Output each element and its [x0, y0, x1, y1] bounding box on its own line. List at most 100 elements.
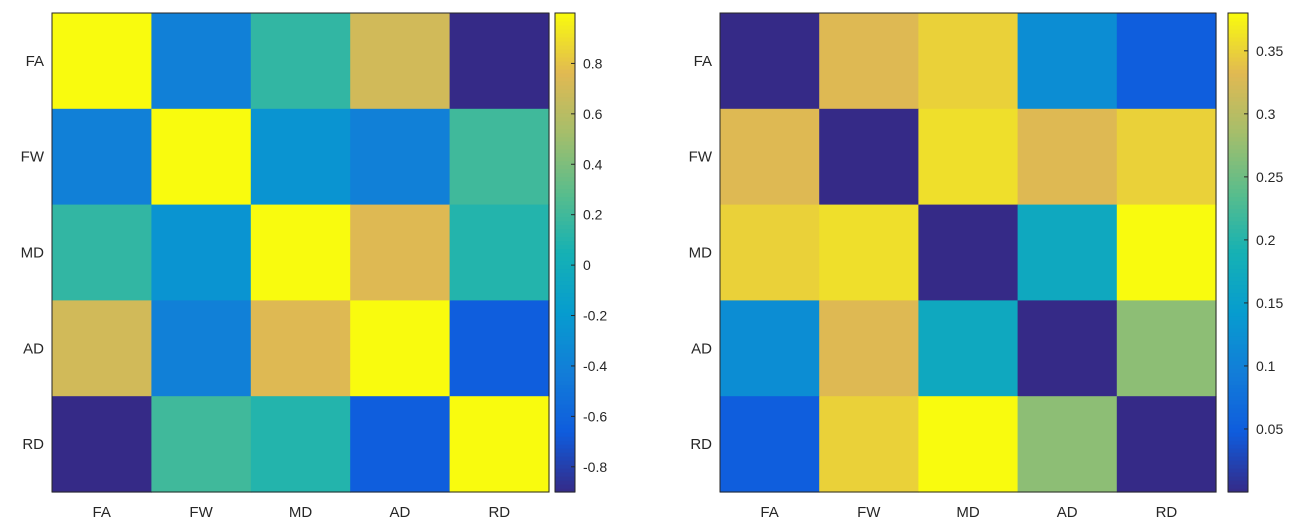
colorbar-segment — [555, 364, 575, 369]
heatmap-cell — [350, 396, 451, 493]
colorbar-tick-label: 0.8 — [583, 55, 603, 71]
colorbar-segment — [555, 256, 575, 262]
heatmap-cell — [151, 300, 252, 397]
colorbar-segment — [1228, 468, 1248, 473]
heatmap-cell — [1116, 204, 1217, 301]
colorbar-tick-label: -0.8 — [583, 459, 607, 475]
heatmap-cell — [720, 108, 820, 206]
colorbar-segment — [555, 260, 575, 266]
x-tick-label: RD — [488, 504, 510, 521]
colorbar-segment — [555, 92, 575, 98]
colorbar-segment — [555, 64, 575, 70]
heatmap-cell — [52, 396, 152, 493]
colorbar-segment — [1228, 276, 1248, 282]
colorbar-segment — [1228, 308, 1248, 313]
colorbar-segment — [555, 288, 575, 294]
heatmap-cell — [52, 108, 152, 206]
colorbar-segment — [555, 488, 575, 493]
heatmap-cell — [720, 204, 820, 301]
colorbar-segment — [1228, 60, 1248, 66]
colorbar-segment — [555, 356, 575, 361]
colorbar-segment — [555, 88, 575, 94]
colorbar-segment — [555, 340, 575, 345]
colorbar-segment — [555, 84, 575, 90]
colorbar-segment — [555, 124, 575, 130]
colorbar-segment — [1228, 304, 1248, 309]
colorbar-segment — [1228, 472, 1248, 477]
colorbar-segment — [555, 152, 575, 158]
heatmap-cell — [1017, 108, 1118, 206]
y-tick-label: RD — [690, 436, 712, 453]
colorbar-segment — [555, 280, 575, 286]
heatmap-cell — [918, 204, 1019, 301]
colorbar-segment — [555, 392, 575, 397]
colorbar-segment — [1228, 204, 1248, 210]
colorbar-segment — [1228, 300, 1248, 305]
colorbar-segment — [1228, 312, 1248, 317]
colorbar-segment — [1228, 72, 1248, 78]
colorbar-segment — [1228, 144, 1248, 150]
colorbar-tick-label: 0.25 — [1256, 169, 1283, 185]
colorbar-segment — [555, 132, 575, 138]
colorbar-segment — [1228, 412, 1248, 417]
colorbar-segment — [555, 116, 575, 122]
colorbar-segment — [1228, 344, 1248, 349]
colorbar-segment — [1228, 104, 1248, 110]
colorbar-segment — [1228, 440, 1248, 445]
colorbar-segment — [555, 80, 575, 86]
colorbar-segment — [555, 216, 575, 222]
heatmap-cell — [52, 300, 152, 397]
heatmap-cell — [1017, 204, 1118, 301]
colorbar-segment — [555, 304, 575, 309]
colorbar-segment — [1228, 288, 1248, 294]
colorbar-segment — [555, 324, 575, 329]
colorbar-segment — [1228, 208, 1248, 214]
heatmap-cell — [918, 13, 1019, 110]
colorbar-segment — [1228, 328, 1248, 333]
colorbar-segment — [1228, 416, 1248, 421]
colorbar-segment — [1228, 400, 1248, 405]
colorbar-segment — [1228, 360, 1248, 365]
colorbar-segment — [555, 344, 575, 349]
x-tick-label: FA — [93, 504, 111, 521]
colorbar-segment — [555, 276, 575, 282]
colorbar-tick-label: -0.2 — [583, 308, 607, 324]
colorbar-segment — [1228, 140, 1248, 146]
heatmap-cell — [449, 13, 550, 110]
colorbar-segment — [1228, 432, 1248, 437]
colorbar-segment — [1228, 264, 1248, 270]
colorbar-segment — [1228, 372, 1248, 377]
colorbar-frame — [554, 12, 576, 493]
colorbar-segment — [1228, 100, 1248, 106]
colorbar-segment — [555, 40, 575, 46]
colorbar-segment — [555, 208, 575, 214]
colorbar-tick-label: -0.4 — [583, 358, 607, 374]
colorbar-segment — [555, 284, 575, 290]
colorbar-segment — [1228, 188, 1248, 194]
colorbar-segment — [555, 456, 575, 461]
heatmap-cell — [151, 13, 252, 110]
colorbar-segment — [555, 228, 575, 234]
colorbar-segment — [555, 196, 575, 202]
colorbar-segment — [1228, 76, 1248, 82]
colorbar-segment — [555, 360, 575, 365]
colorbar-segment — [1228, 224, 1248, 230]
colorbar-segment — [1228, 368, 1248, 373]
colorbar-segment — [555, 292, 575, 298]
colorbar-segment — [1228, 216, 1248, 222]
colorbar-segment — [555, 220, 575, 226]
heatmap-cell — [1116, 396, 1217, 493]
colorbar-segment — [555, 100, 575, 106]
x-tick-label: MD — [289, 504, 312, 521]
colorbar-segment — [1228, 256, 1248, 262]
colorbar-segment — [555, 336, 575, 341]
colorbar-segment — [1228, 240, 1248, 246]
y-tick-label: FA — [694, 53, 712, 70]
colorbar-segment — [1228, 160, 1248, 166]
heatmap-cell — [720, 396, 820, 493]
colorbar-segment — [1228, 112, 1248, 118]
colorbar-segment — [555, 404, 575, 409]
colorbar-segment — [1228, 292, 1248, 298]
colorbar-segment — [1228, 388, 1248, 393]
heatmap-cell — [819, 108, 919, 206]
